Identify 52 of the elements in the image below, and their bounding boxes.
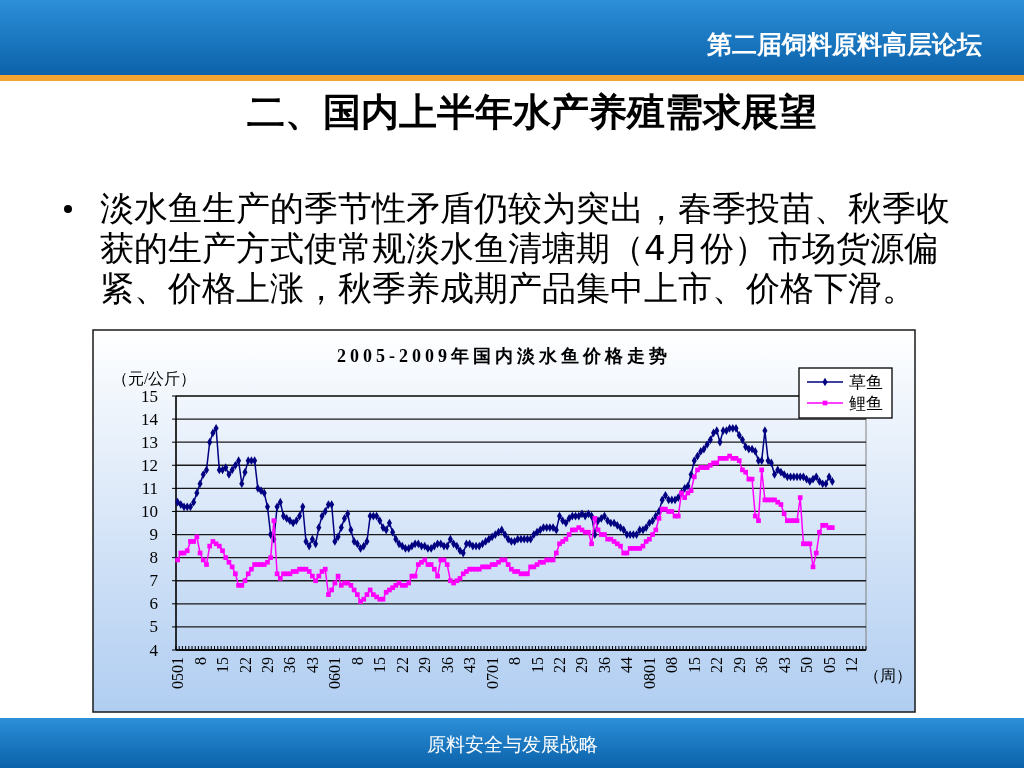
y-tick-label: 7 (149, 571, 159, 591)
y-tick-label: 12 (141, 455, 158, 475)
x-tick-label: 15 (685, 657, 703, 673)
x-tick-label: 05 (820, 657, 838, 673)
y-axis-title: （元/公斤） (112, 370, 197, 387)
x-tick-label: 8 (348, 657, 366, 665)
x-tick-label: 43 (461, 657, 479, 673)
y-tick-label: 4 (149, 640, 159, 660)
legend-label: 草鱼 (849, 372, 883, 392)
x-tick-label: 0801 (640, 657, 658, 689)
x-tick-label: 12 (843, 657, 861, 673)
y-tick-label: 10 (141, 501, 158, 521)
y-tick-label: 13 (141, 432, 158, 452)
x-tick-label: 0501 (169, 657, 187, 689)
x-tick-label: 29 (258, 657, 276, 673)
y-tick-label: 15 (141, 386, 158, 406)
x-axis-title: （周） (864, 667, 912, 684)
legend-label: 鲤鱼 (849, 393, 883, 413)
x-tick-label: 36 (595, 657, 613, 673)
x-tick-label: 22 (551, 657, 569, 673)
x-tick-label: 15 (371, 657, 389, 673)
x-tick-label: 29 (416, 657, 434, 673)
x-tick-label: 36 (281, 657, 299, 673)
x-tick-label: 8 (506, 657, 524, 665)
y-tick-label: 8 (149, 548, 158, 568)
text: 淡水鱼生产的季节性矛盾仍较为突出，春季投苗、秋季收获的生产方式使常规淡水鱼清塘期（4月份）市场货源偏紧、价格上涨，秋季养成期产品集中上市、价格下滑。 (100, 188, 950, 308)
x-tick-label: 22 (393, 657, 411, 673)
y-tick-label: 14 (141, 409, 159, 429)
text: 第二届饲料原料高层论坛 (706, 30, 982, 59)
x-tick-label: 44 (618, 657, 636, 673)
x-tick-label: 29 (573, 657, 591, 673)
x-tick-label: 15 (214, 657, 232, 673)
x-tick-label: 0601 (326, 657, 344, 689)
x-tick-label: 22 (236, 657, 254, 673)
y-tick-label: 9 (149, 525, 158, 545)
y-tick-label: 11 (141, 478, 158, 498)
x-tick-label: 15 (528, 657, 546, 673)
text: 二、国内上半年水产养殖需求展望 (247, 90, 817, 134)
x-tick-label: 43 (775, 657, 793, 673)
x-tick-label: 0701 (483, 657, 501, 689)
x-tick-label: 50 (798, 657, 816, 673)
x-tick-label: 8 (191, 657, 209, 665)
x-tick-label: 22 (708, 657, 726, 673)
x-tick-label: 36 (753, 657, 771, 673)
chart-title: 2005-2009年国内淡水鱼价格走势 (337, 346, 671, 366)
y-tick-label: 5 (149, 617, 158, 637)
x-tick-label: 43 (303, 657, 321, 673)
x-tick-label: 08 (663, 657, 681, 673)
x-tick-label: 29 (730, 657, 748, 673)
y-tick-label: 6 (149, 594, 158, 614)
text: 原料安全与发展战略 (426, 733, 598, 755)
x-tick-label: 36 (438, 657, 456, 673)
